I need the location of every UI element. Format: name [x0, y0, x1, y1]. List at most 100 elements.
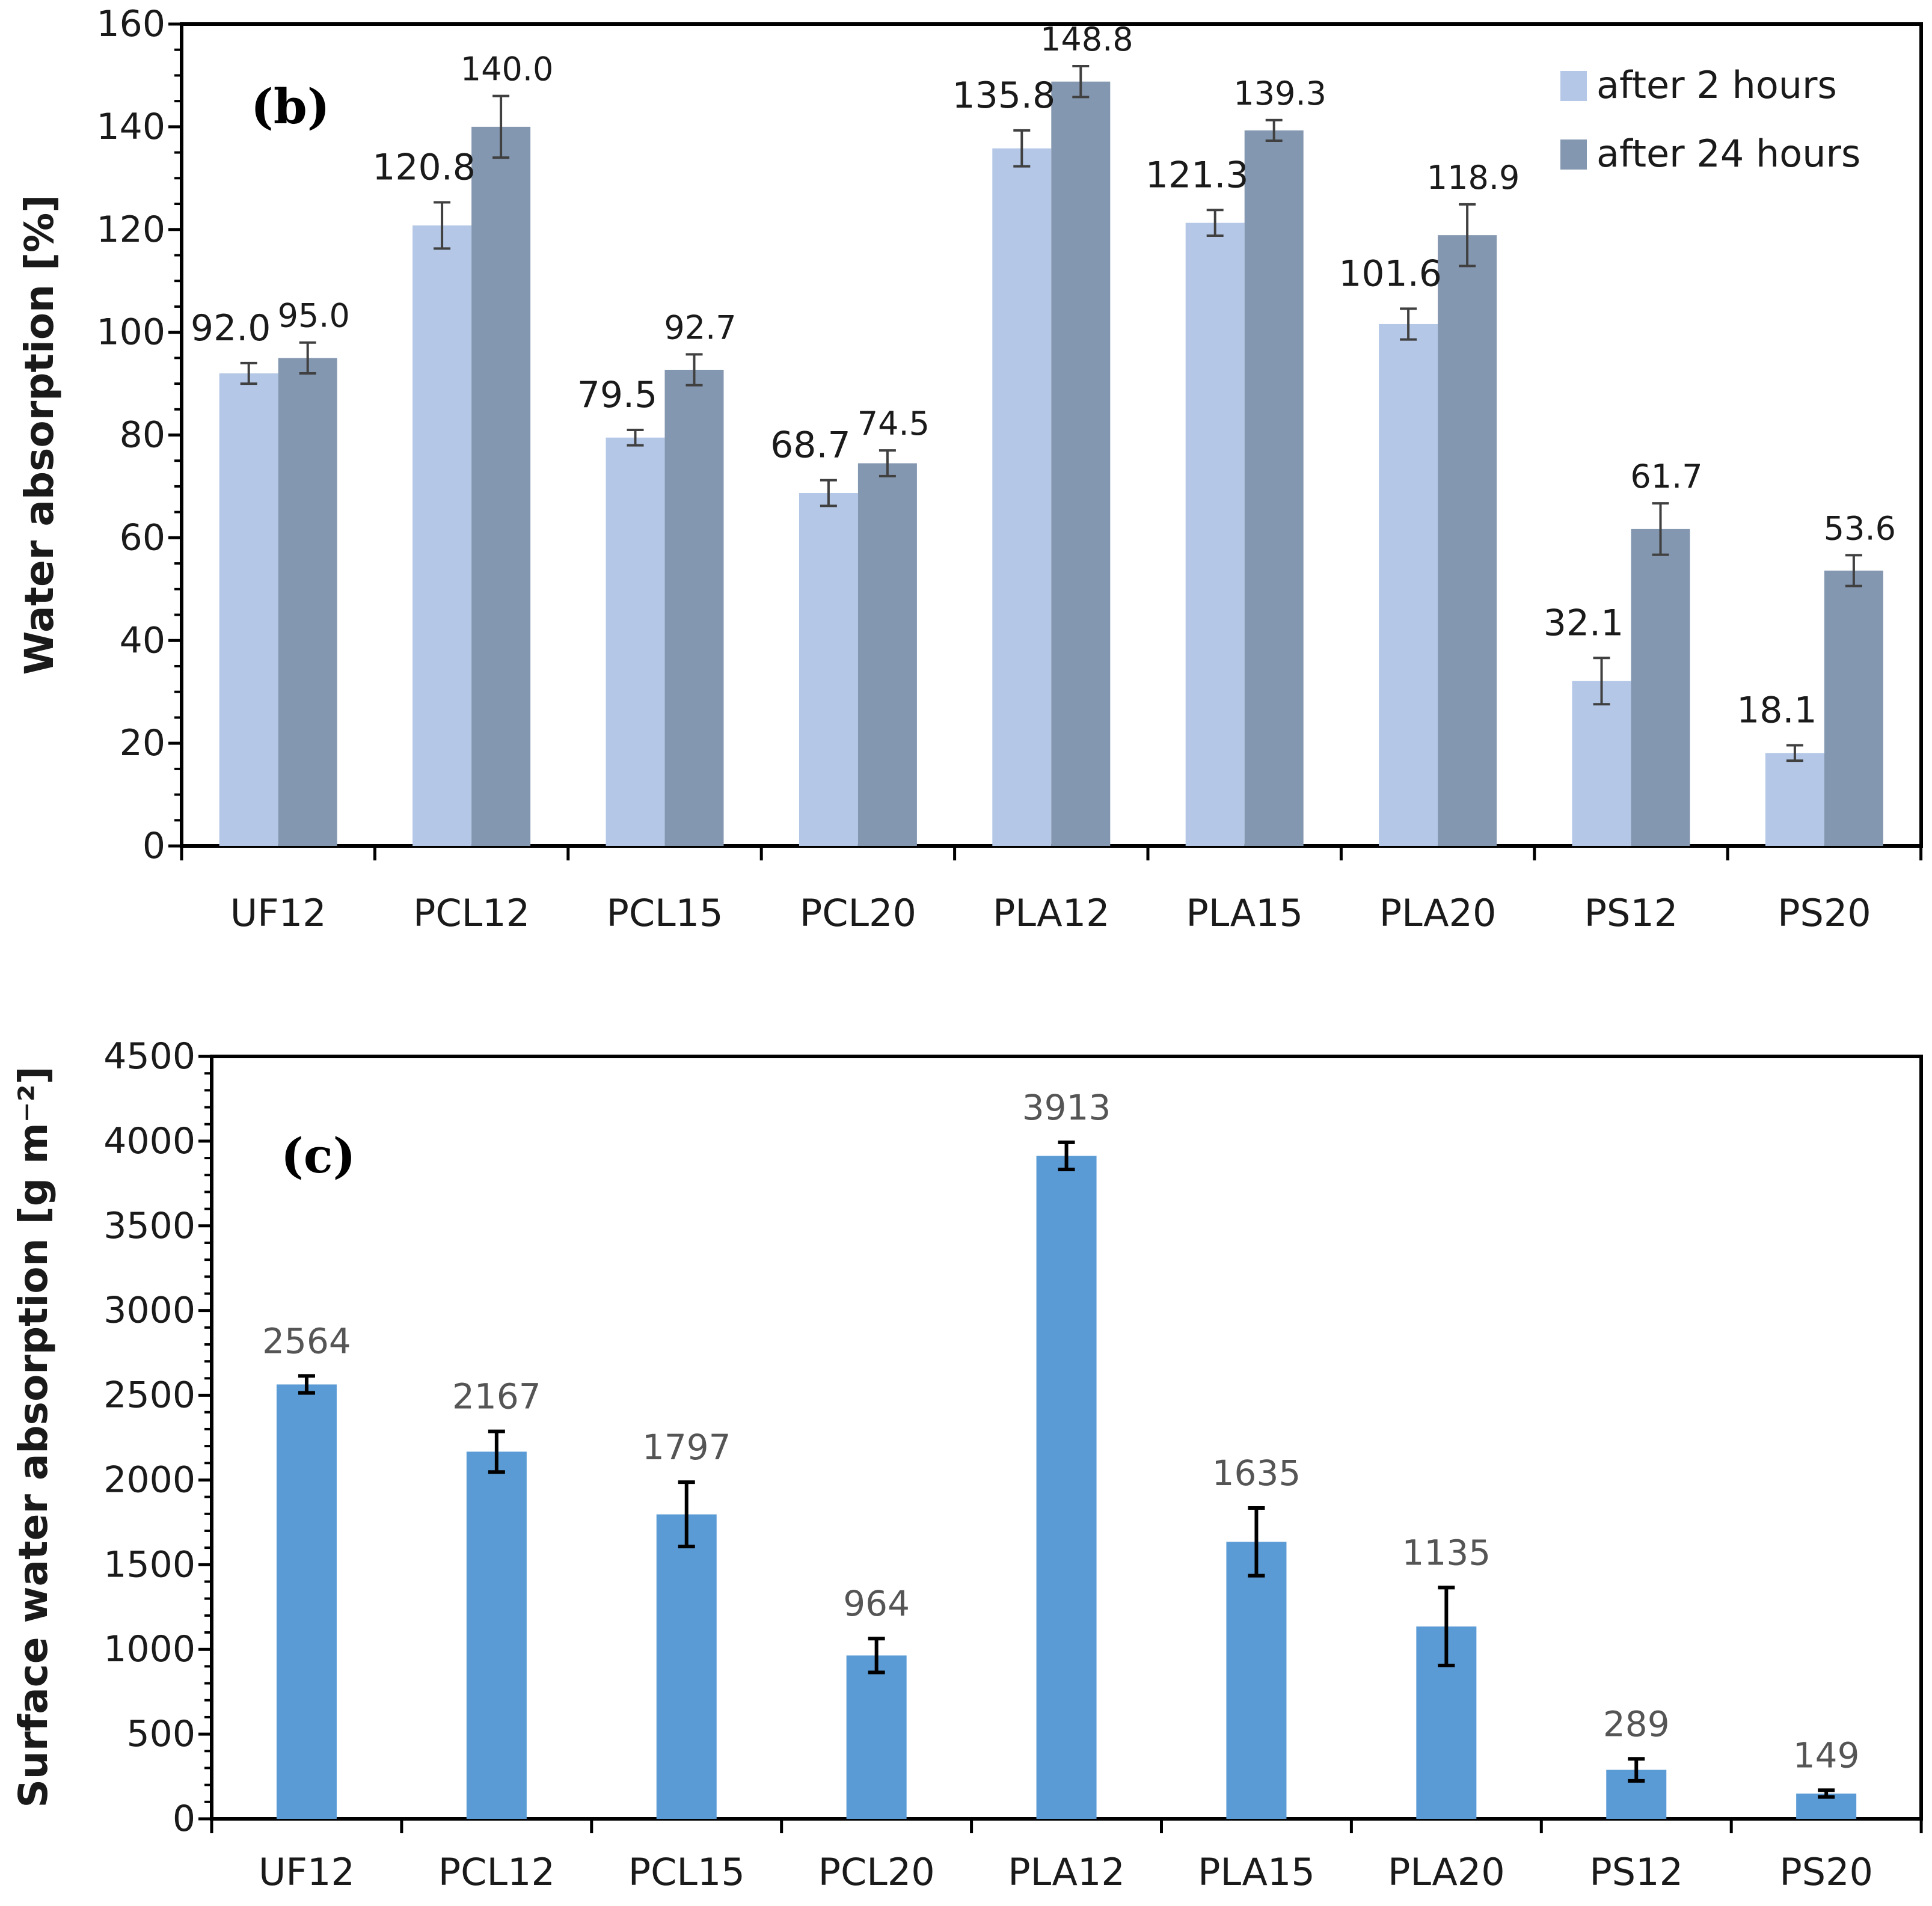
data-label: 32.1 — [1544, 602, 1624, 644]
data-label: 101.6 — [1339, 253, 1442, 295]
data-label: 79.5 — [577, 374, 658, 416]
bar — [1244, 130, 1304, 847]
bar — [278, 358, 337, 846]
y-tick-label: 160 — [96, 3, 165, 45]
data-label: 140.0 — [461, 51, 554, 88]
category-label: PCL12 — [413, 891, 530, 935]
y-axis-label-b: Water absorption [%] — [16, 195, 63, 675]
y-tick-label: 100 — [96, 311, 165, 354]
category-label: PCL15 — [628, 1850, 745, 1894]
chart-panel-b: Water absorption [%] (b) 0 20 40 60 80 100 120… — [16, 3, 1923, 935]
data-label: 53.6 — [1824, 509, 1896, 547]
data-label: 149 — [1793, 1735, 1860, 1776]
category-label: PCL15 — [606, 891, 723, 935]
bar — [1765, 753, 1824, 846]
y-axis-label-c: Surface water absorption [g m⁻²] — [10, 1066, 57, 1807]
category-labels-b: UF12 PCL12 PCL15 PCL20 PLA12 PLA15 PLA20 PS12 PS… — [230, 891, 1871, 935]
data-label: 1135 — [1402, 1532, 1491, 1573]
data-label: 68.7 — [770, 424, 851, 467]
category-labels-c: UF12 PCL12 PCL15 PCL20 PLA12 PLA15 PLA20 PS12 PS… — [259, 1850, 1873, 1894]
bar — [219, 373, 278, 846]
bar — [276, 1384, 337, 1819]
bar — [1226, 1542, 1287, 1819]
category-label: PS20 — [1779, 1850, 1873, 1894]
bar — [1631, 529, 1690, 846]
data-label: 3913 — [1022, 1087, 1111, 1128]
axis-ticks-b: 0 20 40 60 80 100 120 140 160 — [96, 3, 1923, 867]
category-label: PS20 — [1777, 891, 1871, 935]
bar — [1036, 1156, 1097, 1819]
legend-label-2h: after 2 hours — [1596, 63, 1837, 107]
bar — [846, 1655, 907, 1819]
data-label: 139.3 — [1233, 75, 1326, 112]
data-label: 1635 — [1212, 1453, 1301, 1494]
category-label: PLA15 — [1198, 1850, 1315, 1894]
y-tick-label: 4500 — [103, 1035, 195, 1077]
panel-label-b: (b) — [251, 78, 330, 135]
y-tick-label: 1500 — [103, 1543, 195, 1586]
data-label: 121.3 — [1145, 154, 1249, 196]
data-label: 2564 — [262, 1320, 351, 1361]
bar — [1379, 323, 1438, 846]
legend-b: after 2 hours after 24 hours — [1560, 63, 1860, 176]
bar — [1824, 571, 1883, 846]
bars-b — [219, 65, 1883, 847]
category-label: UF12 — [230, 891, 327, 935]
y-tick-label: 3500 — [103, 1205, 195, 1247]
data-label: 289 — [1603, 1703, 1670, 1744]
category-label: PLA20 — [1379, 891, 1497, 935]
data-label: 118.9 — [1427, 159, 1520, 197]
category-label: PCL20 — [818, 1850, 935, 1894]
bar — [1572, 681, 1631, 846]
bar — [664, 369, 724, 846]
category-label: PCL12 — [438, 1850, 555, 1894]
data-label: 92.0 — [191, 307, 271, 349]
category-label: PLA15 — [1186, 891, 1303, 935]
bar — [857, 463, 917, 846]
y-tick-label: 500 — [126, 1713, 195, 1755]
category-label: PLA12 — [993, 891, 1110, 935]
y-tick-label: 0 — [173, 1798, 195, 1840]
data-label: 74.5 — [857, 405, 930, 443]
chart-panel-c: Surface water absorption [g m⁻²] (c) 0 50… — [10, 1035, 1923, 1894]
legend-label-24h: after 24 hours — [1596, 132, 1860, 176]
y-tick-label: 0 — [143, 825, 165, 867]
y-tick-label: 40 — [120, 619, 165, 661]
bar — [656, 1514, 717, 1819]
category-label: PCL20 — [800, 891, 916, 935]
bar — [1051, 81, 1111, 847]
y-tick-label: 4000 — [103, 1120, 195, 1162]
data-labels-c: 2564 2167 1797 964 3913 1635 1135 289 149 — [262, 1087, 1859, 1776]
bar — [1185, 222, 1245, 847]
category-label: PS12 — [1584, 891, 1678, 935]
data-label: 61.7 — [1630, 458, 1702, 495]
data-label: 120.8 — [372, 146, 476, 188]
bar — [466, 1451, 527, 1819]
data-label: 964 — [843, 1583, 910, 1624]
data-label: 18.1 — [1737, 690, 1817, 732]
bar — [412, 225, 472, 846]
y-tick-label: 140 — [96, 106, 165, 148]
data-label: 1797 — [642, 1427, 731, 1468]
y-tick-label: 60 — [120, 516, 165, 559]
y-tick-label: 2500 — [103, 1374, 195, 1417]
bar — [471, 126, 531, 846]
bar — [1438, 235, 1497, 846]
data-label: 95.0 — [278, 297, 350, 335]
bar — [606, 437, 665, 846]
data-label: 2167 — [452, 1376, 541, 1417]
category-label: UF12 — [259, 1850, 355, 1894]
y-tick-label: 2000 — [103, 1459, 195, 1501]
data-label: 92.7 — [664, 308, 736, 346]
category-label: PLA12 — [1008, 1850, 1125, 1894]
panel-label-c: (c) — [281, 1127, 355, 1184]
y-tick-label: 20 — [120, 722, 165, 764]
axis-ticks-c: 0 500 1000 1500 2000 2500 3000 3500 4000 4500 — [103, 1035, 1923, 1840]
bar — [992, 148, 1052, 846]
bar — [799, 493, 858, 846]
legend-swatch-24h — [1560, 139, 1587, 170]
y-tick-label: 80 — [120, 414, 165, 456]
category-label: PS12 — [1589, 1850, 1683, 1894]
y-tick-label: 120 — [96, 209, 165, 251]
